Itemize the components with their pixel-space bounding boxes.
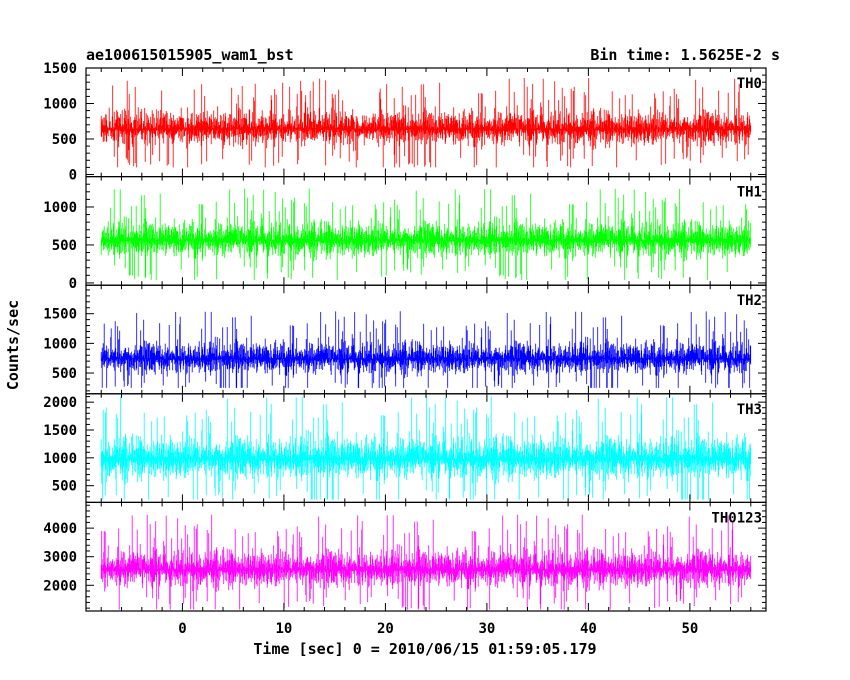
y-tick-label: 3000 — [43, 550, 77, 566]
y-axis-label: Counts/sec — [4, 300, 22, 390]
y-tick-label: 2000 — [43, 578, 77, 594]
y-tick-label: 1000 — [43, 336, 77, 352]
y-tick-label: 1500 — [43, 307, 77, 323]
y-tick-label: 1000 — [43, 96, 77, 112]
panel-label-th0123: TH0123 — [711, 510, 762, 526]
series-th3 — [100, 396, 752, 500]
y-tick-label: 4000 — [43, 521, 77, 537]
y-tick-label: 1000 — [43, 451, 77, 467]
chart-title-left: ae100615015905_wam1_bst — [86, 46, 294, 64]
x-tick-label: 50 — [681, 621, 698, 637]
panel-label-th2: TH2 — [737, 293, 762, 309]
x-tick-label: 30 — [478, 621, 495, 637]
y-tick-label: 500 — [52, 132, 77, 148]
x-tick-label: 40 — [580, 621, 597, 637]
y-tick-label: 2000 — [43, 395, 77, 411]
y-tick-label: 1000 — [43, 200, 77, 216]
x-tick-label: 20 — [377, 621, 394, 637]
y-tick-label: 500 — [52, 366, 77, 382]
panel-label-th3: TH3 — [737, 402, 762, 418]
panel-label-th0: TH0 — [737, 76, 762, 92]
series-th2 — [100, 311, 752, 388]
y-tick-label: 500 — [52, 479, 77, 495]
panel-label-th1: TH1 — [737, 185, 762, 201]
x-axis-label: Time [sec] 0 = 2010/06/15 01:59:05.179 — [253, 640, 596, 658]
panels-group: 050010001500TH005001000TH150010001500TH2… — [43, 61, 767, 637]
series-th0 — [100, 78, 752, 168]
y-tick-label: 1500 — [43, 423, 77, 439]
y-tick-label: 500 — [52, 238, 77, 254]
y-tick-label: 1500 — [43, 61, 77, 77]
series-th0123 — [100, 514, 752, 610]
series-th1 — [100, 188, 752, 280]
chart-title-right: Bin time: 1.5625E-2 s — [590, 46, 780, 64]
x-tick-label: 0 — [178, 621, 186, 637]
x-tick-label: 10 — [275, 621, 292, 637]
y-tick-label: 0 — [69, 276, 77, 292]
y-tick-label: 0 — [69, 167, 77, 183]
